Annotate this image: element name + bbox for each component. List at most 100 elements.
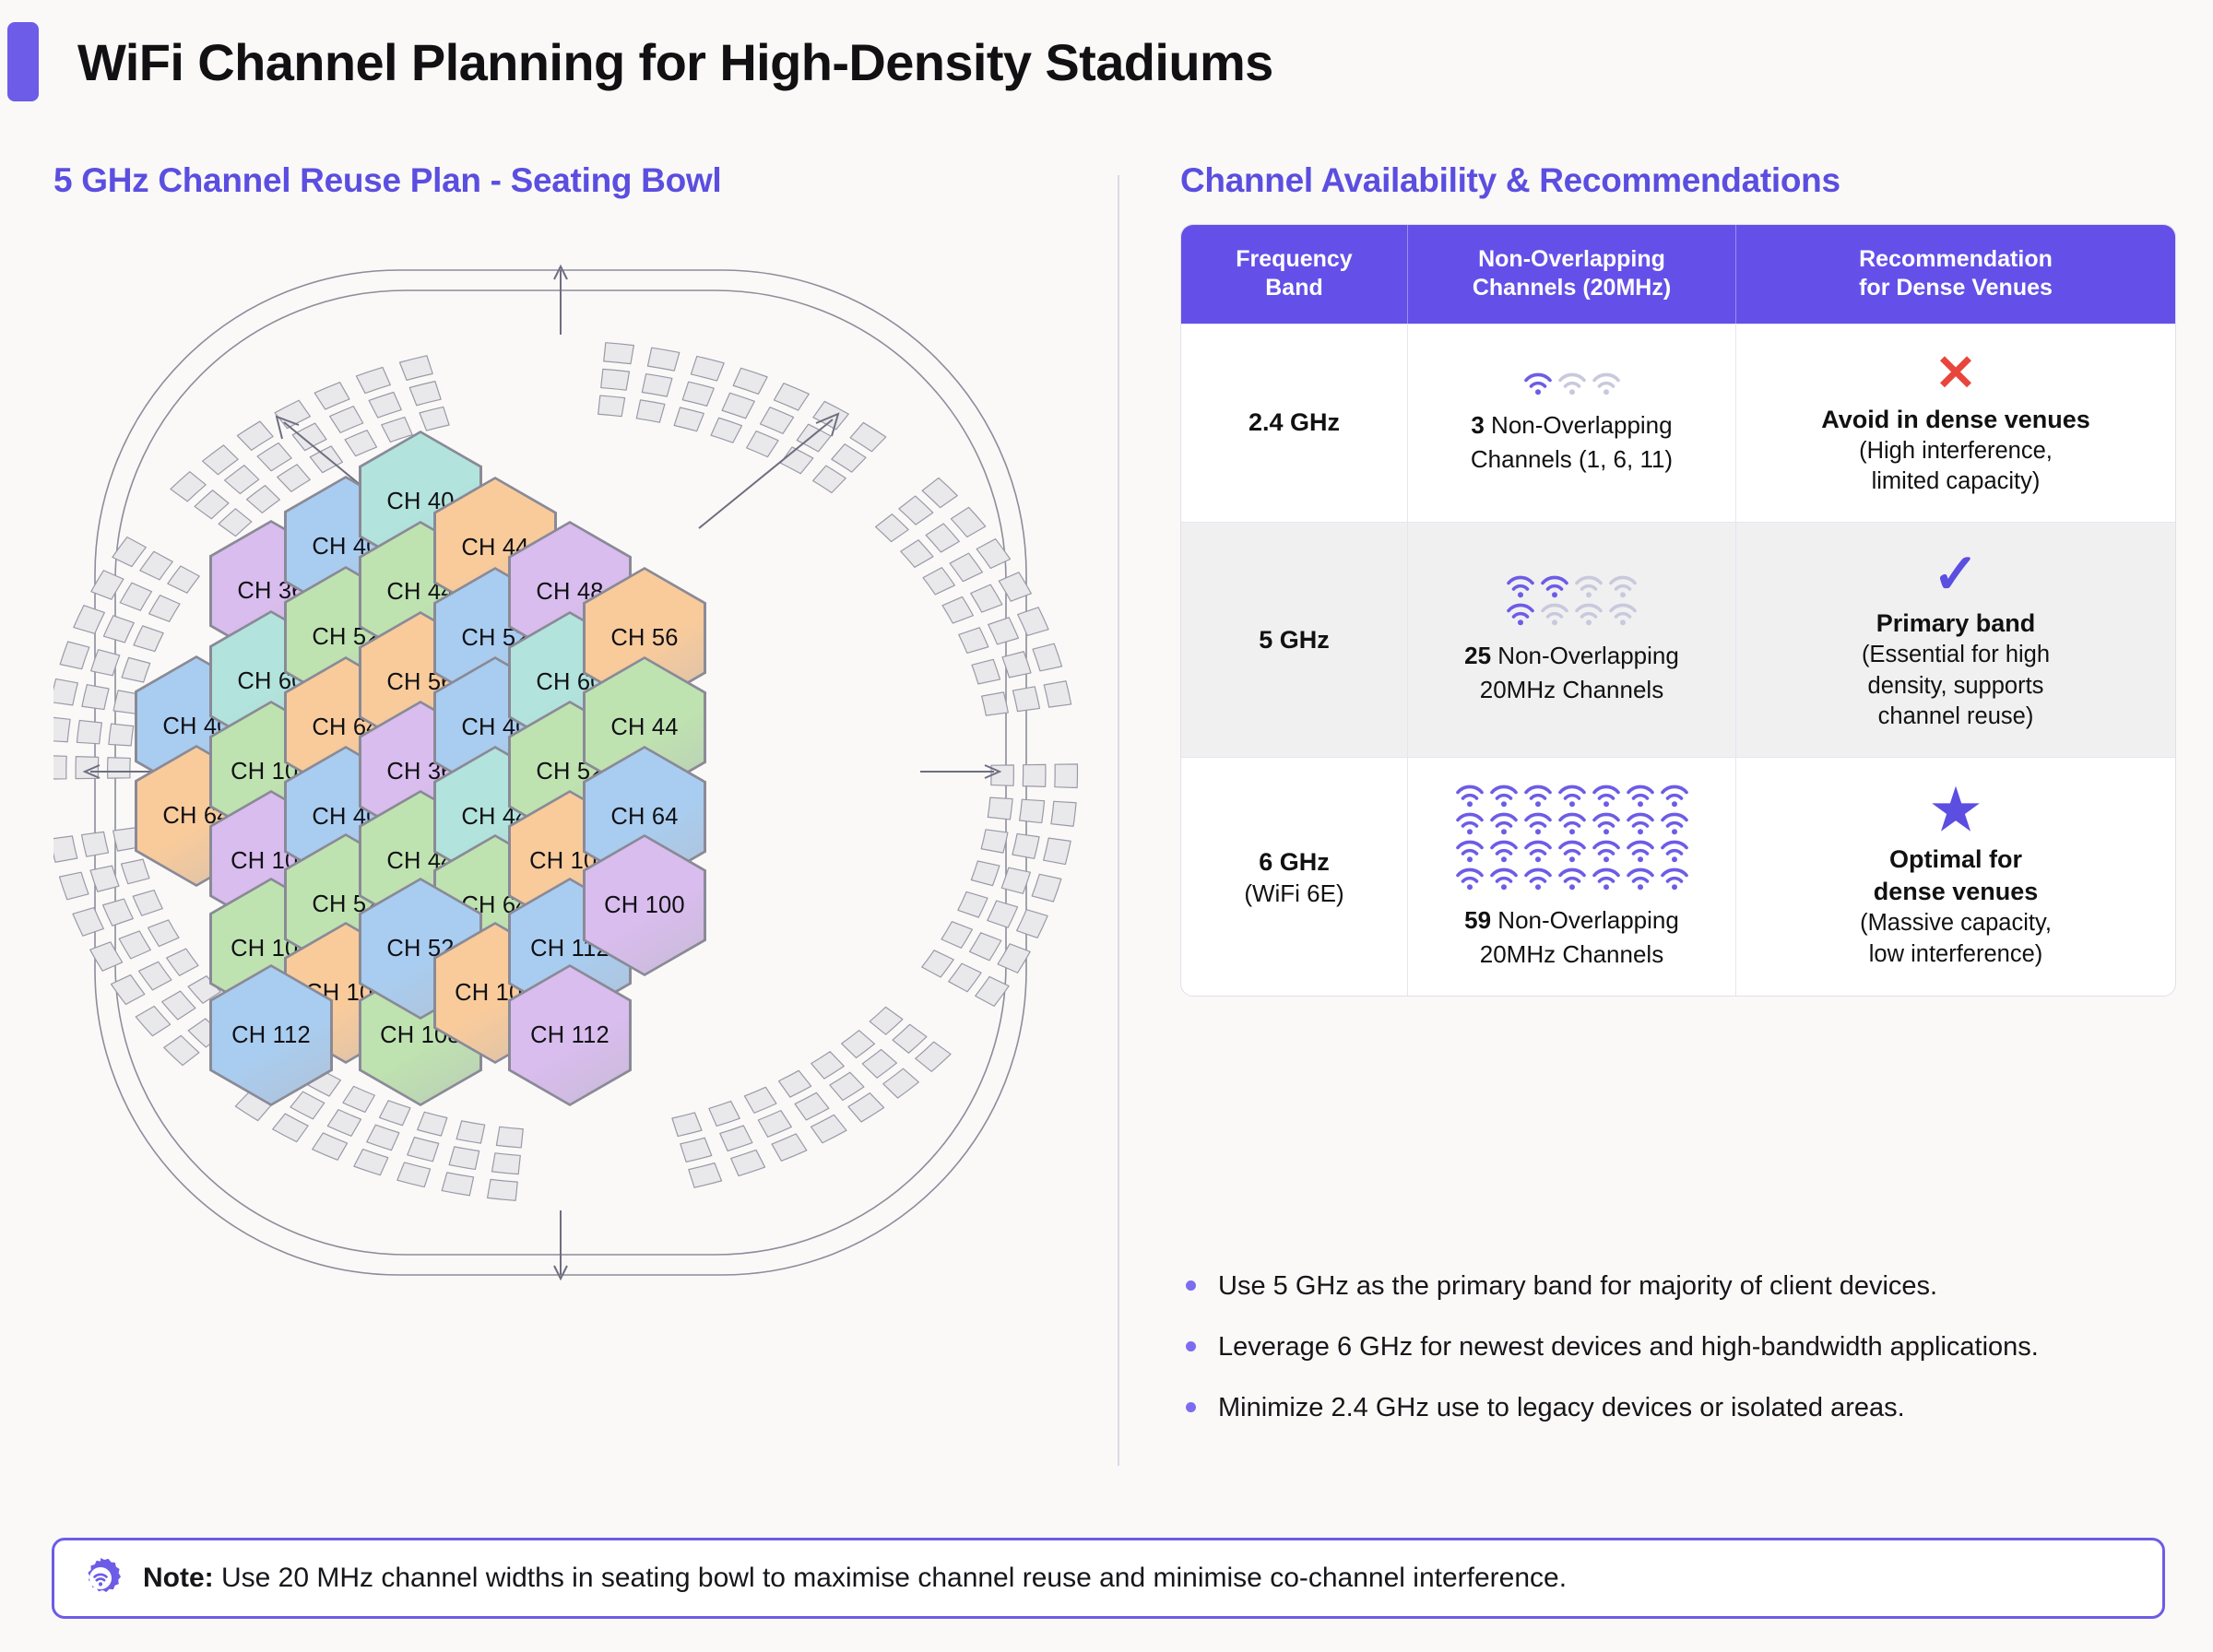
wifi-signal-icon [1541, 575, 1568, 598]
wifi-signal-icon [1592, 867, 1620, 891]
channel-availability-table: Frequency Band Non-Overlapping Channels … [1180, 224, 2176, 997]
star-icon: ★ [1931, 779, 1981, 842]
bullet-text: Minimize 2.4 GHz use to legacy devices o… [1218, 1393, 1905, 1423]
seating-segment [841, 1030, 876, 1058]
seating-segment [194, 490, 230, 520]
seating-segment [1012, 686, 1041, 713]
seating-segment [329, 406, 364, 433]
seating-segment [495, 1126, 524, 1149]
seating-segment [922, 567, 955, 596]
cell-non-overlapping-channels: 59 Non-Overlapping 20MHz Channels [1408, 757, 1736, 996]
wifi-signal-icon [1626, 785, 1654, 808]
seating-segment [746, 431, 779, 458]
list-item: Leverage 6 GHz for newest devices and hi… [1186, 1328, 2176, 1365]
seating-segment [925, 523, 960, 553]
seating-segment [688, 1162, 723, 1188]
seating-segment [236, 420, 274, 451]
band-name: 6 GHz [1259, 848, 1330, 877]
seating-segment [72, 906, 104, 937]
seating-segment [975, 975, 1010, 1008]
seating-segment [161, 990, 196, 1021]
seating-segment [89, 865, 120, 892]
seating-segment [202, 444, 239, 476]
wifi-signal-icon [1523, 785, 1552, 808]
seating-segment [1016, 909, 1048, 938]
seating-segment [949, 552, 984, 583]
seating-segment [1017, 607, 1049, 637]
list-item: Use 5 GHz as the primary band for majori… [1186, 1268, 2176, 1304]
seating-segment [970, 860, 1000, 887]
wifi-icon-group [1522, 370, 1622, 395]
seating-segment [139, 550, 173, 581]
col-header-recommendation: Recommendation for Dense Venues [1736, 225, 2175, 324]
band-name: 5 GHz [1259, 625, 1330, 654]
seating-segment [958, 627, 989, 655]
col-header-non-overlapping-channels: Non-Overlapping Channels (20MHz) [1408, 225, 1736, 324]
wifi-signal-icon [1626, 867, 1654, 891]
seating-segment [378, 1100, 411, 1127]
band-name: 2.4 GHz [1248, 408, 1341, 437]
page-title: WiFi Channel Planning for High-Density S… [77, 32, 1273, 91]
wifi-signal-icon [1507, 575, 1534, 598]
seating-segment [256, 442, 292, 472]
seating-segment [448, 1146, 480, 1171]
seating-segment [1032, 643, 1063, 672]
seating-segment [108, 723, 135, 747]
wifi-signal-icon [1557, 840, 1586, 863]
hexagon-label: CH 112 [530, 1021, 609, 1048]
recommendation-title: Primary band [1876, 608, 2036, 637]
wifi-signal-icon [1609, 575, 1637, 598]
wifi-signal-icon [1575, 575, 1603, 598]
seating-segment [971, 658, 1001, 685]
wifi-signal-icon [1489, 785, 1518, 808]
seating-segment [80, 831, 110, 857]
seating-segment [635, 399, 666, 423]
seating-segment [417, 1111, 448, 1137]
seating-segment [223, 465, 260, 495]
seating-segment [777, 1069, 812, 1098]
seating-segment [133, 625, 164, 653]
gear-wifi-icon [88, 1558, 121, 1592]
seating-segment [981, 691, 1009, 716]
seating-segment [396, 1162, 432, 1188]
stadium-seating-segments [53, 342, 1079, 1201]
seating-segment [779, 446, 814, 475]
seating-segment [900, 539, 934, 568]
seating-segment [272, 1113, 309, 1143]
wifi-signal-icon [1523, 812, 1552, 835]
seating-segment [76, 719, 102, 745]
seating-segment [849, 421, 887, 453]
table-row: 5 GHz [1181, 521, 2175, 757]
seating-segment [719, 1125, 753, 1152]
seating-segment [408, 381, 442, 407]
seating-segment [987, 796, 1013, 820]
seating-segment [290, 1091, 325, 1120]
stadium-bowl-svg [53, 264, 1079, 1281]
wifi-signal-icon [1557, 372, 1586, 395]
seating-segment [708, 1100, 740, 1127]
seating-segment [794, 1092, 830, 1121]
seating-segment [988, 617, 1020, 645]
seating-segment [671, 1112, 703, 1138]
bullet-text: Use 5 GHz as the primary band for majori… [1218, 1271, 1938, 1301]
seating-segment [921, 950, 954, 978]
seating-segment [957, 891, 988, 918]
seating-segment [941, 596, 975, 624]
seating-segment [773, 383, 810, 411]
seating-segment [456, 1120, 486, 1144]
seating-segment [1043, 837, 1071, 866]
seating-segment [875, 513, 909, 543]
wifi-signal-icon [1609, 603, 1637, 626]
seating-segment [491, 1152, 521, 1175]
seating-segment [831, 443, 867, 473]
seating-segment [419, 406, 450, 431]
seating-segment [759, 407, 795, 434]
wifi-signal-icon [1626, 840, 1654, 863]
seating-segment [990, 764, 1015, 786]
channel-count-text: 25 Non-Overlapping 20MHz Channels [1464, 642, 1679, 703]
table-body: 2.4 GHz 3 Non-Overlapping Channels (1, 6,… [1181, 323, 2175, 996]
seating-segment [167, 565, 200, 594]
note-prefix: Note: [143, 1563, 214, 1593]
seating-segment [90, 649, 121, 677]
seating-segment [120, 858, 150, 885]
